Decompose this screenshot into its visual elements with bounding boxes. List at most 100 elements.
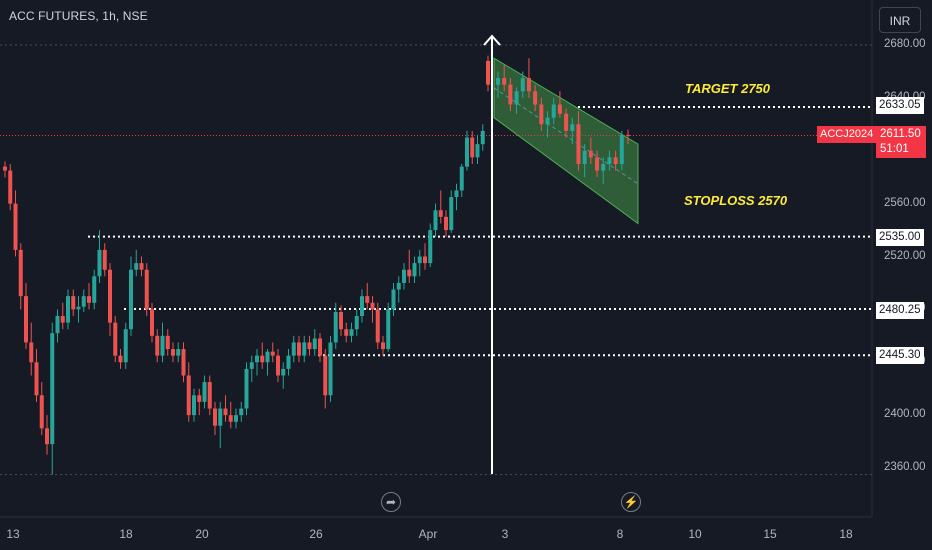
grid-lines <box>0 0 873 518</box>
candles <box>3 55 630 475</box>
candle-body <box>339 312 343 330</box>
candle-body <box>588 150 593 158</box>
candle-body <box>576 124 581 164</box>
horizontal-levels <box>0 44 872 476</box>
candle-body <box>202 382 207 402</box>
candle-body <box>607 157 612 164</box>
x-tick-label: 15 <box>763 527 777 541</box>
candle-body <box>428 230 433 264</box>
candle-body <box>81 296 86 307</box>
candle-body <box>570 124 575 131</box>
last-price-tag: 2611.50 51:01 <box>876 126 926 158</box>
candle-body <box>239 408 244 416</box>
candle-body <box>160 335 165 356</box>
candle-body <box>328 342 333 396</box>
candle-body <box>3 166 7 171</box>
candle-body <box>307 342 312 350</box>
candle-body <box>297 342 301 356</box>
candle-body <box>155 335 160 356</box>
candle-body <box>564 113 569 131</box>
candle-body <box>496 78 500 85</box>
candle-body <box>433 210 438 231</box>
candle-body <box>29 342 34 363</box>
candle-body <box>150 309 154 336</box>
candle-body <box>545 117 550 125</box>
candle-body <box>318 338 322 356</box>
candle-body <box>333 312 338 343</box>
candle-body <box>139 263 144 270</box>
candle-body <box>144 269 149 310</box>
candle-body <box>234 415 238 422</box>
candle-body <box>118 355 123 363</box>
y-tick-label: 2360.00 <box>884 461 926 473</box>
candle-body <box>402 269 406 283</box>
arrow-head <box>483 34 501 46</box>
y-tick-label: 2400.00 <box>884 408 926 421</box>
candle-body <box>312 338 317 350</box>
x-tick-label: Apr <box>418 527 438 541</box>
x-tick-label: 18 <box>119 527 133 541</box>
target-annotation: TARGET 2750 <box>685 81 771 96</box>
candle-body <box>176 349 181 356</box>
y-tick-label: 2680.00 <box>884 38 926 50</box>
vertical-arrow <box>483 34 501 474</box>
candle-body <box>344 329 349 336</box>
candle-body <box>97 249 102 277</box>
currency-button[interactable]: INR <box>879 7 921 33</box>
dividend-event-icon[interactable]: ➦ <box>381 492 401 512</box>
candle-body <box>526 78 531 92</box>
candle-body <box>260 355 265 363</box>
candle-body <box>396 282 401 290</box>
candle-body <box>281 368 286 376</box>
x-tick-label: 13 <box>6 527 20 541</box>
candle-body <box>34 362 39 396</box>
candle-body <box>354 315 359 330</box>
candle-body <box>18 249 23 297</box>
candle-body <box>323 355 328 396</box>
candle-body <box>486 60 490 85</box>
candle-body <box>502 78 507 85</box>
candle-body <box>520 78 525 92</box>
earnings-event-icon[interactable]: ⚡ <box>621 492 641 512</box>
level-tag: 2633.05 <box>876 97 924 114</box>
candle-body <box>66 296 70 323</box>
candle-body <box>349 329 354 336</box>
candle-body <box>595 157 600 171</box>
candle-body <box>192 395 196 416</box>
candle-body <box>582 150 587 164</box>
candle-body <box>45 428 49 445</box>
candle-body <box>370 302 375 310</box>
candle-body <box>87 296 91 303</box>
candle-body <box>454 190 459 198</box>
y-tick-label: 2560.00 <box>884 196 926 209</box>
ticker-title: ACC FUTURES, 1h, NSE <box>9 9 148 23</box>
candle-body <box>50 333 55 445</box>
x-tick-label: 20 <box>195 527 209 541</box>
candle-body <box>270 351 275 356</box>
candle-body <box>375 309 380 343</box>
candle-body <box>551 104 556 118</box>
x-tick-label: 8 <box>616 527 624 541</box>
x-tick-label: 3 <box>501 527 509 541</box>
candle-body <box>24 296 28 343</box>
candle-body <box>213 408 217 426</box>
symbol-tag: ACCJ2024 <box>817 126 877 143</box>
level-tag: 2445.30 <box>876 347 924 364</box>
candle-body <box>302 342 307 356</box>
candle-body <box>444 216 448 231</box>
candle-body <box>197 395 202 402</box>
candle-body <box>129 269 133 330</box>
candle-body <box>108 269 112 323</box>
candle-body <box>557 104 562 114</box>
candle-body <box>76 306 81 310</box>
candle-body <box>134 263 139 270</box>
y-tick-label: 2520.00 <box>884 249 926 262</box>
candle-body <box>465 137 469 167</box>
candle-body <box>514 91 519 105</box>
candle-body <box>412 263 417 277</box>
candle-body <box>360 296 364 316</box>
candle-body <box>165 335 170 350</box>
candle-body <box>123 329 128 363</box>
candle-body <box>470 137 475 158</box>
